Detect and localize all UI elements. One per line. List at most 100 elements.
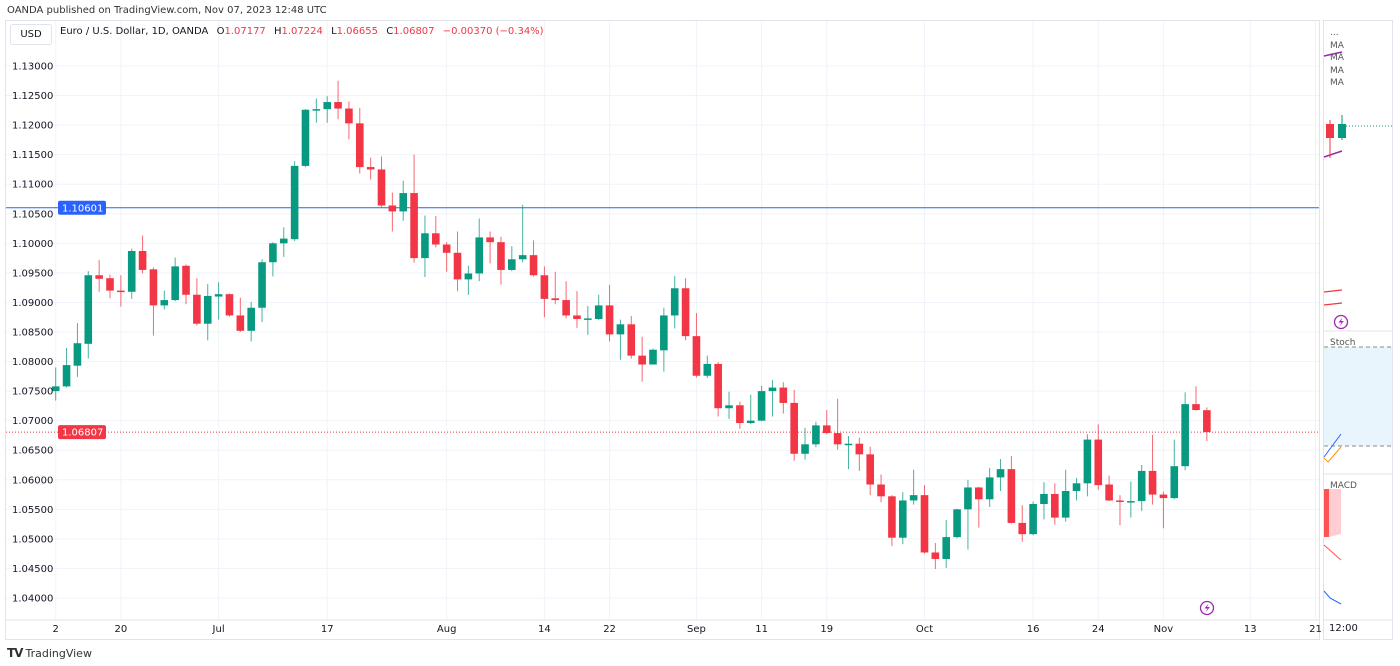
candle-2023-07-28[interactable]	[421, 215, 429, 278]
candle-2023-08-21[interactable]	[594, 294, 603, 321]
candle-2023-06-30[interactable]	[203, 284, 212, 341]
candle-2023-08-17[interactable]	[573, 291, 581, 328]
candle-2023-09-29[interactable]	[909, 469, 918, 505]
candle-2023-09-20[interactable]	[833, 398, 842, 450]
candle-2023-06-13[interactable]	[62, 347, 71, 388]
candle-2023-09-06[interactable]	[725, 391, 733, 419]
candle-2023-10-05[interactable]	[953, 508, 961, 539]
candle-2023-07-06[interactable]	[247, 301, 255, 342]
candle-2023-11-07[interactable]	[1203, 407, 1211, 442]
candle-2023-08-07[interactable]	[486, 231, 494, 264]
candle-2023-10-17[interactable]	[1040, 482, 1048, 520]
candle-2023-09-01[interactable]	[692, 313, 701, 378]
candle-2023-07-12[interactable]	[290, 161, 299, 241]
candle-2023-09-21[interactable]	[844, 436, 853, 470]
candle-2023-08-15[interactable]	[551, 271, 560, 305]
candle-2023-07-04[interactable]	[225, 293, 234, 317]
candle-2023-10-18[interactable]	[1051, 483, 1059, 525]
candle-2023-08-28[interactable]	[649, 348, 657, 365]
candle-2023-09-04[interactable]	[703, 355, 712, 379]
candle-2023-11-03[interactable]	[1181, 392, 1189, 471]
candle-2023-08-16[interactable]	[562, 281, 570, 319]
candle-2023-07-26[interactable]	[399, 180, 408, 221]
candle-2023-08-03[interactable]	[464, 265, 473, 295]
candle-2023-08-02[interactable]	[453, 231, 462, 292]
candle-2023-08-04[interactable]	[475, 218, 484, 282]
candle-2023-07-31[interactable]	[432, 216, 440, 248]
candle-2023-07-18[interactable]	[334, 80, 342, 120]
candle-2023-07-21[interactable]	[366, 157, 375, 180]
candle-2023-11-02[interactable]	[1170, 439, 1179, 500]
candle-2023-10-25[interactable]	[1105, 475, 1113, 502]
lightning-bolt-icon[interactable]	[1199, 600, 1215, 616]
candle-2023-06-27[interactable]	[171, 257, 179, 302]
main-chart-pane[interactable]	[5, 20, 1320, 640]
candle-2023-07-14[interactable]	[312, 98, 321, 123]
candle-2023-10-10[interactable]	[985, 467, 994, 507]
candle-2023-06-20[interactable]	[117, 275, 125, 307]
candle-2023-10-19[interactable]	[1061, 469, 1070, 522]
candle-2023-08-09[interactable]	[508, 246, 516, 272]
candle-2023-08-25[interactable]	[638, 336, 646, 382]
candle-2023-10-30[interactable]	[1137, 464, 1146, 512]
candle-2023-09-14[interactable]	[790, 389, 798, 461]
candle-2023-09-13[interactable]	[779, 382, 788, 414]
candle-2023-09-11[interactable]	[757, 385, 766, 422]
currency-button[interactable]: USD	[10, 24, 52, 45]
candle-2023-09-12[interactable]	[768, 379, 777, 417]
candle-2023-10-13[interactable]	[1018, 505, 1027, 542]
candle-2023-07-17[interactable]	[323, 96, 331, 123]
candle-2023-07-07[interactable]	[258, 259, 266, 322]
candle-2023-07-13[interactable]	[301, 109, 310, 168]
candle-2023-06-15[interactable]	[84, 271, 93, 359]
candle-2023-09-27[interactable]	[888, 495, 896, 546]
candle-2023-08-14[interactable]	[540, 266, 549, 318]
candle-2023-07-27[interactable]	[410, 154, 418, 263]
candle-2023-10-12[interactable]	[1007, 456, 1016, 524]
candle-2023-08-31[interactable]	[681, 278, 690, 341]
candle-2023-10-16[interactable]	[1029, 501, 1037, 536]
more-button[interactable]: ...	[1330, 28, 1339, 38]
candle-2023-08-22[interactable]	[605, 284, 614, 342]
candle-2023-06-12[interactable]	[51, 367, 60, 401]
candle-2023-09-22[interactable]	[855, 437, 864, 471]
candle-2023-06-21[interactable]	[127, 248, 136, 299]
candle-2023-10-04[interactable]	[942, 519, 951, 568]
candle-2023-08-18[interactable]	[584, 305, 592, 335]
candle-2023-07-25[interactable]	[388, 192, 397, 232]
candle-2023-06-26[interactable]	[160, 290, 169, 310]
candle-2023-09-28[interactable]	[898, 492, 907, 545]
candle-2023-06-22[interactable]	[138, 235, 147, 274]
candle-2023-08-30[interactable]	[670, 275, 679, 329]
candle-2023-06-14[interactable]	[73, 323, 82, 377]
candle-2023-07-19[interactable]	[345, 101, 353, 140]
candle-2023-10-27[interactable]	[1127, 481, 1135, 518]
candle-2023-10-26[interactable]	[1116, 495, 1124, 526]
lightning-bolt-icon[interactable]	[1333, 314, 1349, 330]
candle-2023-09-25[interactable]	[866, 446, 874, 496]
candle-2023-06-19[interactable]	[106, 274, 114, 299]
candle-2023-08-10[interactable]	[518, 204, 527, 263]
candle-2023-11-06[interactable]	[1192, 386, 1200, 411]
candle-2023-08-23[interactable]	[616, 319, 625, 360]
candle-2023-10-24[interactable]	[1094, 424, 1103, 490]
candle-2023-07-24[interactable]	[377, 156, 386, 208]
footer-brand[interactable]: TV TradingView	[7, 646, 92, 660]
candle-2023-10-20[interactable]	[1072, 477, 1081, 501]
candle-2023-10-02[interactable]	[920, 485, 929, 554]
candle-2023-10-09[interactable]	[975, 486, 983, 528]
candle-2023-06-29[interactable]	[193, 278, 201, 326]
candle-2023-07-20[interactable]	[355, 107, 364, 174]
candle-2023-06-28[interactable]	[182, 264, 190, 305]
candle-2023-10-03[interactable]	[931, 543, 940, 570]
candle-2023-10-23[interactable]	[1083, 434, 1092, 497]
candle-2023-06-23[interactable]	[149, 267, 158, 336]
candle-2023-08-11[interactable]	[529, 240, 538, 277]
candle-2023-09-19[interactable]	[822, 410, 831, 435]
candle-2023-06-16[interactable]	[95, 259, 103, 292]
candle-2023-08-01[interactable]	[442, 242, 451, 272]
candle-2023-09-18[interactable]	[812, 421, 820, 448]
right-side-pane[interactable]	[1323, 20, 1393, 640]
candle-2023-09-08[interactable]	[746, 394, 755, 425]
